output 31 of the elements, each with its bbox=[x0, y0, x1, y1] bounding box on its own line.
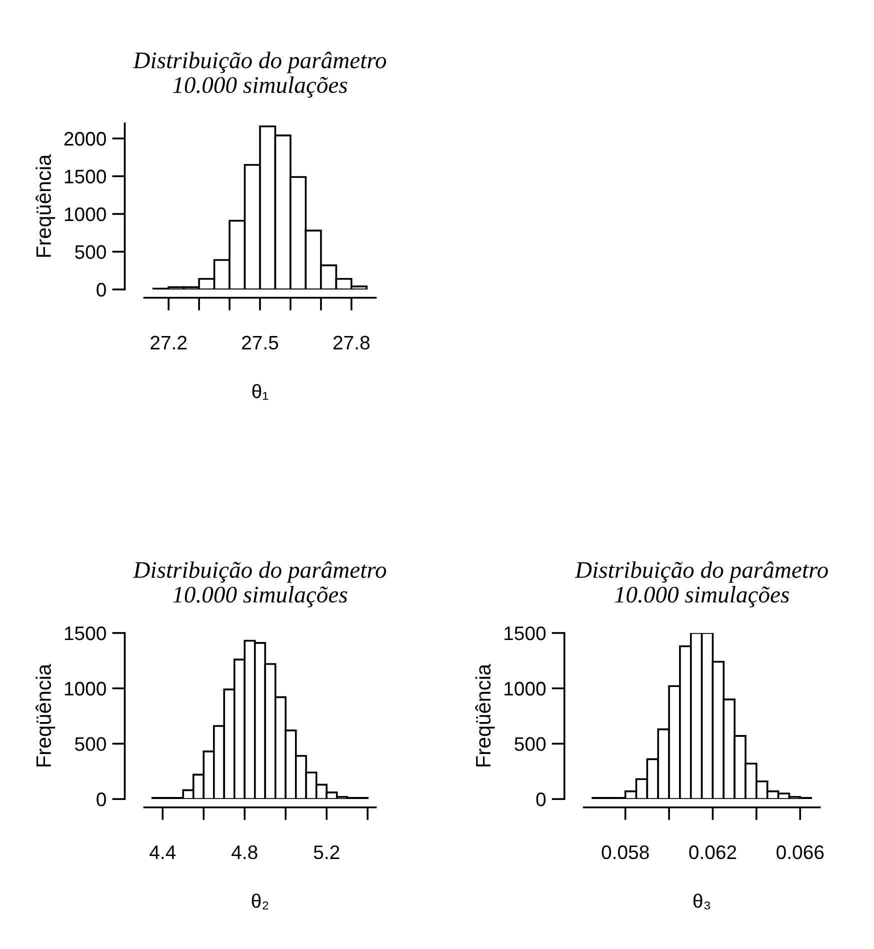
chart-title: Distribuição do parâmetro 10.000 simulações bbox=[132, 52, 386, 98]
y-axis-title: Freqüência bbox=[36, 154, 56, 257]
x-tick-label: 5.2 bbox=[314, 845, 340, 860]
chart-title: Distribuição do parâmetro 10.000 simulações bbox=[574, 561, 828, 608]
y-tick-label: 0 bbox=[96, 282, 106, 297]
y-tick-label: 500 bbox=[514, 737, 546, 751]
y-axis-title: Freqüência bbox=[36, 664, 56, 766]
x-tick-label: 27.8 bbox=[334, 336, 370, 350]
x-tick-label: 27.5 bbox=[242, 336, 278, 350]
x-tick-label: 4.8 bbox=[232, 845, 258, 860]
y-tick-label: 0 bbox=[96, 792, 106, 806]
y-tick-label: 1500 bbox=[64, 170, 106, 184]
y-tick-label: 1500 bbox=[64, 626, 106, 640]
x-tick-label: 0.058 bbox=[602, 845, 649, 860]
x-tick-label: 0.062 bbox=[689, 845, 736, 860]
x-axis-title: θ₁ bbox=[252, 384, 268, 400]
y-tick-label: 2000 bbox=[64, 132, 106, 146]
y-axis-title: Freqüência bbox=[475, 664, 495, 766]
x-tick-label: 4.4 bbox=[150, 846, 176, 859]
x-axis-title: θ₂ bbox=[252, 894, 268, 910]
y-tick-label: 1000 bbox=[504, 682, 546, 696]
y-tick-label: 1500 bbox=[504, 626, 546, 640]
y-tick-label: 500 bbox=[75, 245, 106, 259]
y-tick-label: 1000 bbox=[64, 682, 106, 696]
chart-title: Distribuição do parâmetro 10.000 simulações bbox=[132, 561, 386, 608]
y-tick-label: 0 bbox=[536, 792, 546, 806]
x-tick-label: 0.066 bbox=[776, 845, 824, 860]
y-tick-label: 1000 bbox=[64, 207, 106, 222]
x-tick-label: 27.2 bbox=[150, 336, 187, 350]
x-axis-title: θ₃ bbox=[693, 894, 710, 910]
y-tick-label: 500 bbox=[75, 737, 106, 751]
